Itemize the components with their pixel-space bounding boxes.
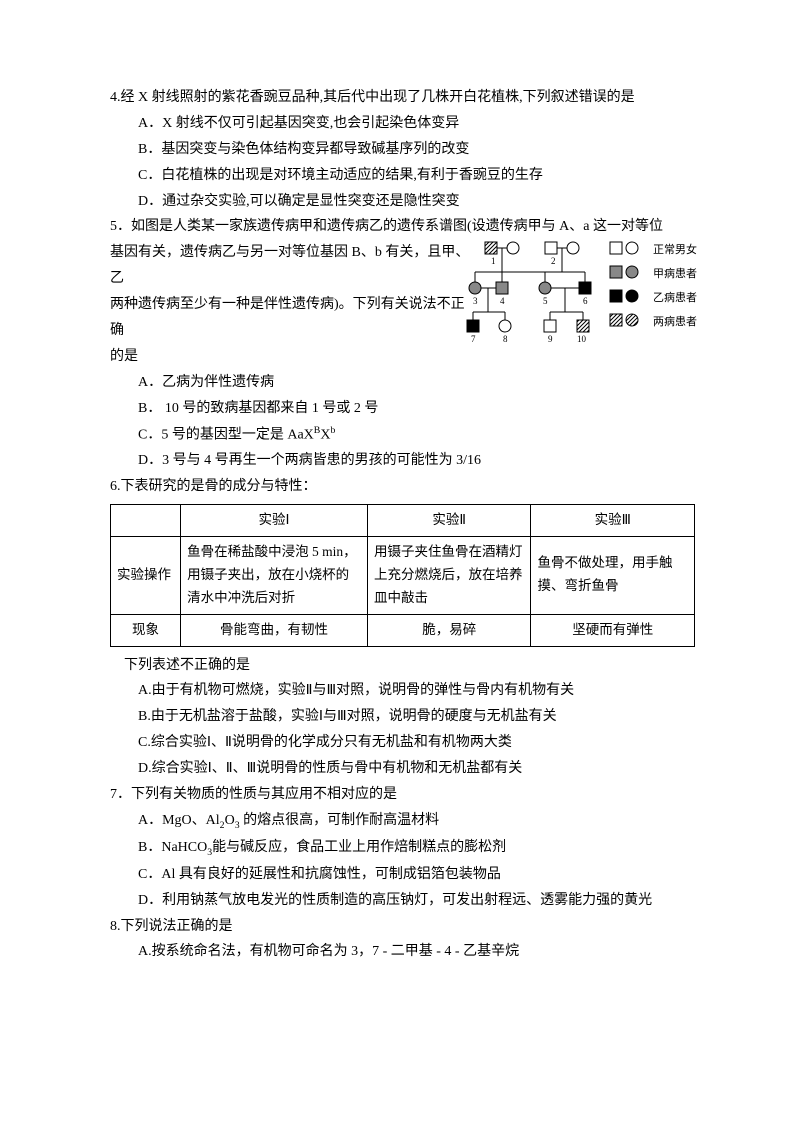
ph2: 脆，易碎 bbox=[367, 614, 531, 646]
q7-d: D．利用钠蒸气放电发光的性质制造的高压钠灯，可发出射程远、透雾能力强的黄光 bbox=[110, 888, 695, 914]
svg-text:8: 8 bbox=[503, 334, 508, 344]
op2: 用镊子夹住鱼骨在酒精灯上充分燃烧后，放在培养皿中敲击 bbox=[367, 536, 531, 614]
q5-c-s2: b bbox=[330, 425, 335, 436]
q4-b: B．基因突变与染色体结构变异都导致碱基序列的改变 bbox=[110, 137, 695, 163]
svg-text:3: 3 bbox=[473, 296, 478, 306]
svg-text:6: 6 bbox=[583, 296, 588, 306]
q7-a-post: 的熔点很高，可制作耐高温材料 bbox=[240, 813, 440, 828]
q5-stem2: 基因有关，遗传病乙与另一对等位基因 B、b 有关，且甲、乙 bbox=[110, 240, 470, 292]
legend-jia: 甲病患者 bbox=[653, 264, 697, 284]
op3: 鱼骨不做处理，用手触摸、弯折鱼骨 bbox=[531, 536, 695, 614]
q5-c: C．5 号的基因型一定是 AaXBXb bbox=[110, 422, 695, 449]
svg-text:10: 10 bbox=[577, 334, 587, 344]
q7-b-pre: B．NaHCO bbox=[138, 840, 207, 855]
q7-b-post: 能与碱反应，食品工业上用作焙制糕点的膨松剂 bbox=[212, 840, 506, 855]
q7-b: B．NaHCO3能与碱反应，食品工业上用作焙制糕点的膨松剂 bbox=[110, 835, 695, 862]
q7-a-pre: A．MgO、Al bbox=[138, 813, 220, 828]
q7-c: C．Al 具有良好的延展性和抗腐蚀性，可制成铝箔包装物品 bbox=[110, 862, 695, 888]
q7-stem: 7．下列有关物质的性质与其应用不相对应的是 bbox=[110, 782, 695, 808]
q6-c: C.综合实验Ⅰ、Ⅱ说明骨的化学成分只有无机盐和有机物两大类 bbox=[110, 730, 695, 756]
ph1: 骨能弯曲，有韧性 bbox=[181, 614, 368, 646]
ph3: 坚硬而有弹性 bbox=[531, 614, 695, 646]
svg-text:2: 2 bbox=[551, 256, 556, 266]
legend-normal: 正常男女 bbox=[653, 240, 697, 260]
col3: 实验Ⅲ bbox=[531, 504, 695, 536]
pedigree-diagram: 1 2 3 4 5 bbox=[465, 234, 695, 374]
q5-c-pre: C．5 号的基因型一定是 AaX bbox=[138, 427, 314, 442]
q6-d: D.综合实验Ⅰ、Ⅱ、Ⅲ说明骨的性质与骨中有机物和无机盐都有关 bbox=[110, 756, 695, 782]
q4-d: D．通过杂交实验,可以确定是显性突变还是隐性突变 bbox=[110, 189, 695, 215]
q7-a-mid: O bbox=[225, 813, 235, 828]
q5-stem4: 的是 bbox=[110, 344, 470, 370]
svg-text:7: 7 bbox=[471, 334, 476, 344]
legend-yi: 乙病患者 bbox=[653, 288, 697, 308]
col2: 实验Ⅱ bbox=[367, 504, 531, 536]
svg-text:9: 9 bbox=[548, 334, 553, 344]
op1: 鱼骨在稀盐酸中浸泡 5 min，用镊子夹出，放在小烧杯的清水中冲洗后对折 bbox=[181, 536, 368, 614]
experiment-table: 实验Ⅰ 实验Ⅱ 实验Ⅲ 实验操作 鱼骨在稀盐酸中浸泡 5 min，用镊子夹出，放… bbox=[110, 504, 695, 647]
q5-stem3: 两种遗传病至少有一种是伴性遗传病)。下列有关说法不正确 bbox=[110, 292, 470, 344]
q8-a: A.按系统命名法，有机物可命名为 3，7 - 二甲基 - 4 - 乙基辛烷 bbox=[110, 939, 695, 965]
q5-c-mid: X bbox=[320, 427, 330, 442]
q4-c: C．白花植株的出现是对环境主动适应的结果,有利于香豌豆的生存 bbox=[110, 163, 695, 189]
q6-a: A.由于有机物可燃烧，实验Ⅱ与Ⅲ对照，说明骨的弹性与骨内有机物有关 bbox=[110, 678, 695, 704]
q6-stem: 6.下表研究的是骨的成分与特性： bbox=[110, 474, 695, 500]
rowlabel-ph: 现象 bbox=[111, 614, 181, 646]
q5-b: B． 10 号的致病基因都来自 1 号或 2 号 bbox=[110, 396, 695, 422]
svg-text:5: 5 bbox=[543, 296, 548, 306]
q4-stem: 4.经 X 射线照射的紫花香豌豆品种,其后代中出现了几株开白花植株,下列叙述错误… bbox=[110, 85, 695, 111]
q4-a: A．X 射线不仅可引起基因突变,也会引起染色体变异 bbox=[110, 111, 695, 137]
svg-text:4: 4 bbox=[500, 296, 505, 306]
legend-both: 两病患者 bbox=[653, 312, 697, 332]
q8-stem: 8.下列说法正确的是 bbox=[110, 914, 695, 940]
q6-post: 下列表述不正确的是 bbox=[110, 653, 695, 679]
col1: 实验Ⅰ bbox=[181, 504, 368, 536]
q6-b: B.由于无机盐溶于盐酸，实验Ⅰ与Ⅲ对照，说明骨的硬度与无机盐有关 bbox=[110, 704, 695, 730]
q7-a: A．MgO、Al2O3 的熔点很高，可制作耐高温材料 bbox=[110, 808, 695, 835]
svg-text:1: 1 bbox=[491, 256, 496, 266]
rowlabel-op: 实验操作 bbox=[111, 536, 181, 614]
q5-d: D．3 号与 4 号再生一个两病皆患的男孩的可能性为 3/16 bbox=[110, 448, 695, 474]
